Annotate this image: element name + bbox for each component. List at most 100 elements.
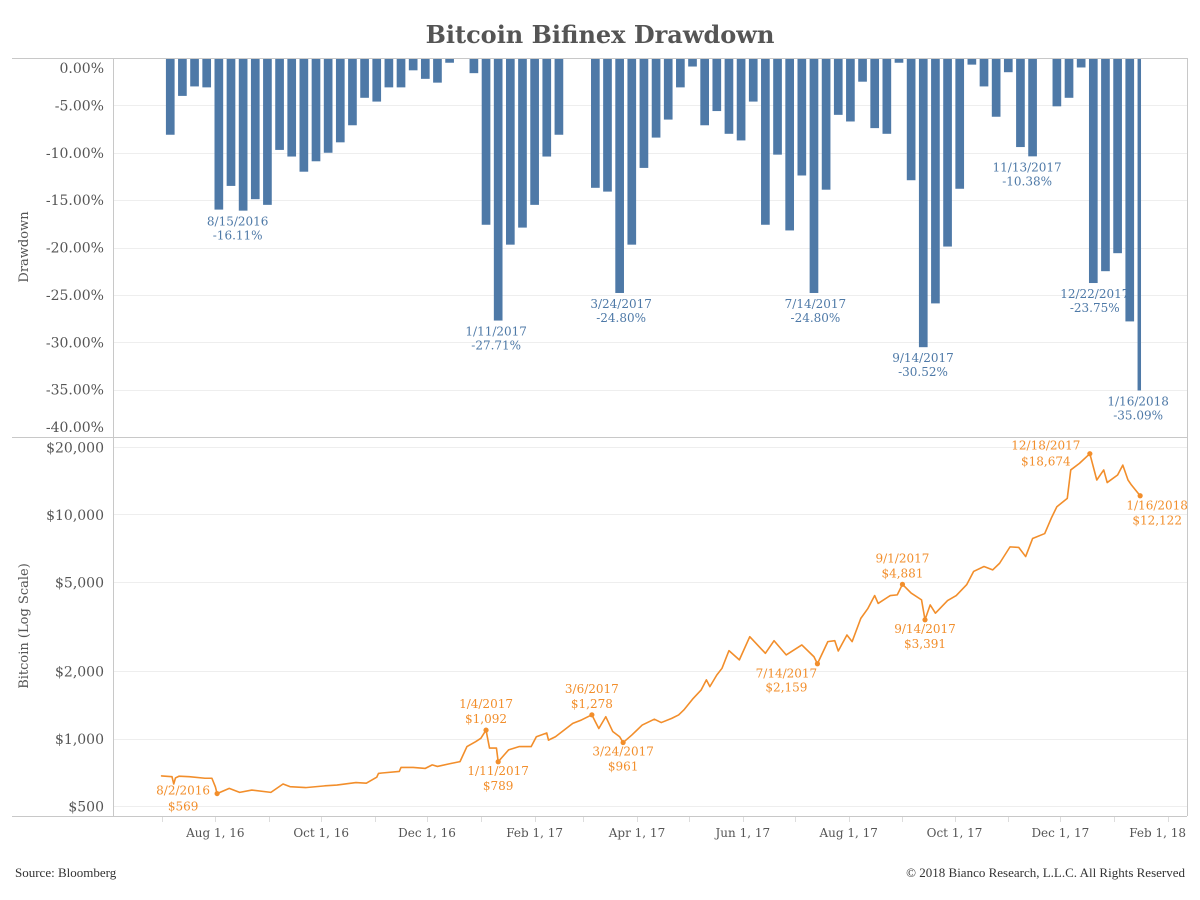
- drawdown-annotation-value: -30.52%: [898, 365, 948, 379]
- drawdown-bar: [1028, 58, 1037, 157]
- price-annotation-date: 3/24/2017: [592, 745, 654, 759]
- price-annotation-date: 3/6/2017: [565, 682, 619, 696]
- drawdown-bar: [955, 58, 965, 189]
- drawdown-bar: [603, 58, 612, 192]
- drawdown-bar: [979, 58, 989, 87]
- drawdown-bar: [1125, 58, 1135, 322]
- drawdown-bars: [165, 58, 1142, 391]
- drawdown-bar: [445, 58, 454, 63]
- drawdown-bar: [967, 58, 977, 65]
- drawdown-bar: [250, 58, 260, 200]
- drawdown-bar: [481, 58, 491, 225]
- drawdown-bar: [882, 58, 892, 134]
- drawdown-bar: [554, 58, 564, 135]
- drawdown-annotation-date: 1/11/2017: [465, 325, 527, 339]
- drawdown-bar: [505, 58, 515, 245]
- price-annotation-dot: [1137, 493, 1143, 499]
- price-annotation-date: 8/2/2016: [156, 784, 210, 798]
- drawdown-bar: [639, 58, 649, 168]
- drawdown-bar: [651, 58, 661, 138]
- drawdown-bar: [858, 58, 867, 82]
- drawdown-bar: [724, 58, 734, 134]
- x-tick-label: Jun 1, 17: [714, 826, 771, 840]
- drawdown-y-tick-label: -5.00%: [55, 98, 104, 114]
- drawdown-bar: [226, 58, 236, 186]
- price-y-tick-label: $5,000: [55, 575, 104, 591]
- price-y-axis: $20,000 $10,000 $5,000 $2,000 $1,000 $500: [46, 440, 104, 815]
- price-annotation-date: 1/16/2018: [1126, 499, 1188, 513]
- drawdown-bar: [1088, 58, 1098, 284]
- drawdown-bar: [275, 58, 284, 150]
- drawdown-bar: [663, 58, 673, 120]
- x-tick-label: Dec 1, 17: [1031, 826, 1089, 840]
- drawdown-bar: [311, 58, 321, 162]
- drawdown-bar: [469, 58, 479, 74]
- drawdown-bar: [190, 58, 199, 87]
- drawdown-bar: [797, 58, 807, 176]
- price-annotation-value: $569: [168, 800, 199, 814]
- price-y-tick-label: $1,000: [55, 732, 104, 748]
- price-annotation-value: $1,092: [465, 712, 507, 726]
- drawdown-annotation-date: 3/24/2017: [590, 297, 652, 311]
- price-annotation-date: 1/11/2017: [467, 764, 529, 778]
- drawdown-y-tick-label: 0.00%: [60, 61, 104, 77]
- drawdown-bar: [591, 58, 600, 188]
- drawdown-bar: [931, 58, 940, 304]
- drawdown-bar: [1076, 58, 1086, 68]
- price-annotation-dot: [495, 759, 501, 765]
- price-annotation-value: $12,122: [1132, 514, 1182, 528]
- price-line: [160, 452, 1141, 795]
- drawdown-bar: [178, 58, 187, 96]
- price-annotations: 8/2/2016 $569 1/4/2017$1,092 1/11/2017$789 3…: [156, 439, 1188, 814]
- drawdown-bar: [688, 58, 697, 67]
- price-y-tick-label: $2,000: [55, 665, 104, 681]
- drawdown-bar: [372, 58, 382, 102]
- drawdown-bar: [1137, 58, 1142, 391]
- drawdown-bar: [202, 58, 212, 88]
- x-tick-label: Apr 1, 17: [608, 826, 665, 840]
- drawdown-y-tick-label: -30.00%: [46, 335, 104, 351]
- drawdown-bar: [809, 58, 819, 293]
- drawdown-bar: [287, 58, 297, 157]
- x-tick-label: Dec 1, 16: [398, 826, 456, 840]
- drawdown-bar: [821, 58, 831, 190]
- price-annotation-dot: [589, 712, 595, 718]
- drawdown-y-tick-label: -10.00%: [46, 146, 104, 162]
- price-annotation-date: 9/1/2017: [875, 551, 929, 565]
- price-annotation-date: 1/4/2017: [459, 697, 513, 711]
- drawdown-bar: [384, 58, 394, 88]
- price-annotation-dot: [899, 581, 906, 587]
- price-annotation-value: $18,674: [1021, 455, 1071, 469]
- drawdown-bar: [214, 58, 224, 210]
- drawdown-bar: [420, 58, 430, 79]
- price-y-tick-label: $10,000: [46, 508, 104, 524]
- drawdown-bar: [918, 58, 928, 348]
- drawdown-annotation-value: -27.71%: [471, 339, 521, 353]
- drawdown-y-axis: 0.00% -5.00% -10.00% -15.00% -20.00% -25.00% -…: [46, 61, 104, 436]
- price-annotation-value: $4,881: [881, 566, 923, 580]
- drawdown-annotation-date: 1/16/2018: [1107, 394, 1169, 408]
- drawdown-bar: [785, 58, 795, 231]
- price-annotation-date: 9/14/2017: [894, 622, 956, 636]
- drawdown-bar: [433, 58, 442, 83]
- drawdown-annotation-date: 8/15/2016: [207, 215, 269, 229]
- drawdown-bar: [408, 58, 418, 71]
- drawdown-bar: [846, 58, 855, 122]
- drawdown-bar: [906, 58, 916, 181]
- x-tick-label: Oct 1, 16: [293, 826, 349, 840]
- price-annotation-value: $789: [483, 779, 514, 793]
- x-axis: Aug 1, 16 Oct 1, 16 Dec 1, 16 Feb 1, 17 Apr …: [162, 817, 1186, 840]
- price-annotation-dot: [214, 790, 220, 797]
- x-tick-label: Aug 1, 17: [818, 826, 877, 840]
- drawdown-bar: [712, 58, 722, 112]
- price-annotation-value: $3,391: [904, 637, 946, 651]
- price-annotation-dot: [922, 617, 928, 623]
- drawdown-bar: [615, 58, 624, 293]
- price-annotation-dot: [814, 661, 821, 667]
- chart-title: Bitcoin Bifinex Drawdown: [426, 20, 775, 49]
- drawdown-bar: [1052, 58, 1062, 107]
- drawdown-bar: [1113, 58, 1122, 254]
- drawdown-annotation-value: -35.09%: [1113, 408, 1163, 422]
- drawdown-annotation-value: -24.80%: [596, 311, 646, 325]
